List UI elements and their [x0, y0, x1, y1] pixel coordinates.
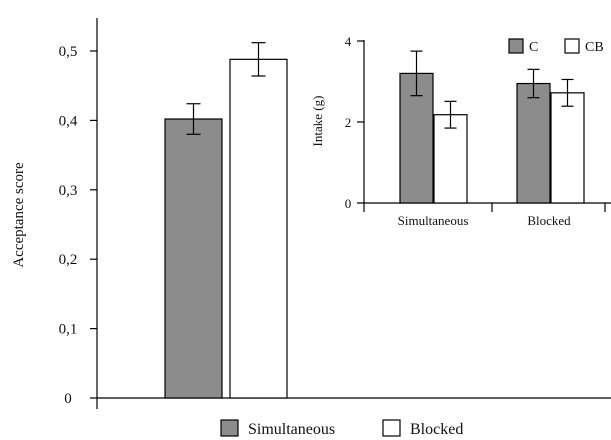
main-error-bar-simultaneous — [186, 103, 201, 135]
main-y-axis-title: Acceptance score — [11, 162, 27, 268]
inset-x-ticks: Simultaneous Blocked — [398, 203, 606, 228]
inset-bars — [399, 50, 585, 204]
main-y-ticks: 0 0,1 0,2 0,3 0,4 0,5 — [59, 44, 97, 407]
inset-legend-label-cb: CB — [585, 40, 604, 55]
inset-legend-swatch-c — [508, 38, 524, 54]
inset-legend-label-c: C — [529, 40, 538, 55]
main-y-tick-label: 0,5 — [59, 44, 78, 60]
inset-error-bar-simultaneous-cb — [444, 100, 457, 129]
inset-error-bar-blocked-c — [527, 68, 540, 99]
main-y-tick-label: 0 — [64, 391, 72, 407]
main-chart: 0 0,1 0,2 0,3 0,4 0,5 Acceptance score — [11, 18, 611, 409]
main-bars — [164, 42, 288, 399]
inset-legend-swatch-cb — [564, 38, 580, 54]
main-legend-label-blocked: Blocked — [410, 421, 463, 438]
main-y-tick-label: 0,1 — [59, 322, 78, 338]
main-legend-label-simultaneous: Simultaneous — [248, 421, 335, 438]
inset-y-tick-label: 4 — [345, 34, 352, 49]
inset-y-ticks: 0 2 4 — [345, 34, 364, 211]
inset-y-tick-label: 2 — [345, 115, 352, 130]
inset-y-axis-title: Intake (g) — [310, 96, 325, 147]
main-legend: Simultaneous Blocked — [220, 419, 463, 438]
main-y-tick-label: 0,4 — [59, 113, 78, 129]
inset-legend: C CB — [508, 38, 604, 55]
main-bar-blocked — [229, 58, 288, 399]
main-bar-simultaneous — [164, 118, 223, 399]
inset-error-bar-simultaneous-c — [410, 50, 423, 97]
main-y-tick-label: 0,2 — [59, 252, 78, 268]
inset-x-tick-label-blocked: Blocked — [527, 213, 571, 228]
inset-bar-blocked-c — [516, 82, 551, 204]
main-y-tick-label: 0,3 — [59, 183, 78, 199]
inset-x-tick-label-simultaneous: Simultaneous — [398, 213, 469, 228]
main-legend-swatch-simultaneous — [220, 419, 239, 437]
main-error-bar-blocked — [251, 42, 266, 77]
inset-y-tick-label: 0 — [345, 196, 352, 211]
inset-error-bar-blocked-cb — [561, 78, 574, 107]
inset-chart: 0 2 4 Simultaneous Blocked Intake (g) — [310, 34, 611, 228]
main-legend-swatch-blocked — [382, 419, 401, 437]
inset-bar-blocked-cb — [550, 92, 585, 204]
